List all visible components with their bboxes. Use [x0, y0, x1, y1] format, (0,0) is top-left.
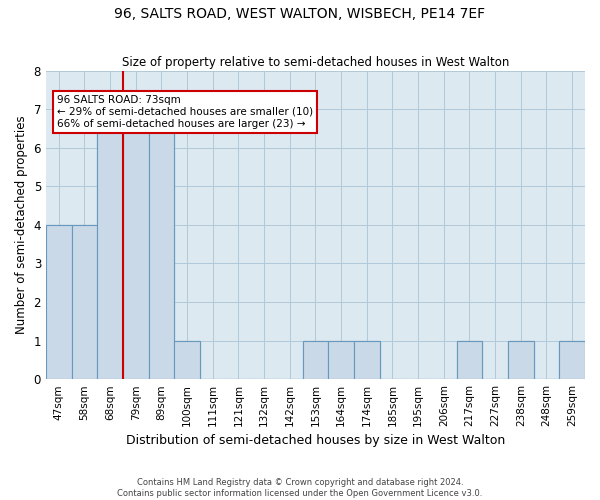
Bar: [71, 225, 97, 379]
Bar: [123, 109, 149, 379]
Bar: [457, 340, 482, 379]
Bar: [354, 340, 380, 379]
Bar: [97, 109, 123, 379]
Bar: [123, 109, 149, 379]
X-axis label: Distribution of semi-detached houses by size in West Walton: Distribution of semi-detached houses by …: [126, 434, 505, 448]
Bar: [508, 340, 533, 379]
Bar: [302, 340, 328, 379]
Text: 96 SALTS ROAD: 73sqm
← 29% of semi-detached houses are smaller (10)
66% of semi-: 96 SALTS ROAD: 73sqm ← 29% of semi-detac…: [56, 96, 313, 128]
Bar: [149, 109, 174, 379]
Bar: [328, 340, 354, 379]
Bar: [508, 340, 533, 379]
Bar: [174, 340, 200, 379]
Bar: [328, 340, 354, 379]
Bar: [559, 340, 585, 379]
Bar: [354, 340, 380, 379]
Bar: [457, 340, 482, 379]
Y-axis label: Number of semi-detached properties: Number of semi-detached properties: [15, 116, 28, 334]
Bar: [46, 225, 71, 379]
Text: Contains HM Land Registry data © Crown copyright and database right 2024.
Contai: Contains HM Land Registry data © Crown c…: [118, 478, 482, 498]
Bar: [559, 340, 585, 379]
Bar: [302, 340, 328, 379]
Text: 96, SALTS ROAD, WEST WALTON, WISBECH, PE14 7EF: 96, SALTS ROAD, WEST WALTON, WISBECH, PE…: [115, 8, 485, 22]
Bar: [71, 225, 97, 379]
Bar: [97, 109, 123, 379]
Title: Size of property relative to semi-detached houses in West Walton: Size of property relative to semi-detach…: [122, 56, 509, 70]
Bar: [174, 340, 200, 379]
Bar: [46, 225, 71, 379]
Bar: [149, 109, 174, 379]
